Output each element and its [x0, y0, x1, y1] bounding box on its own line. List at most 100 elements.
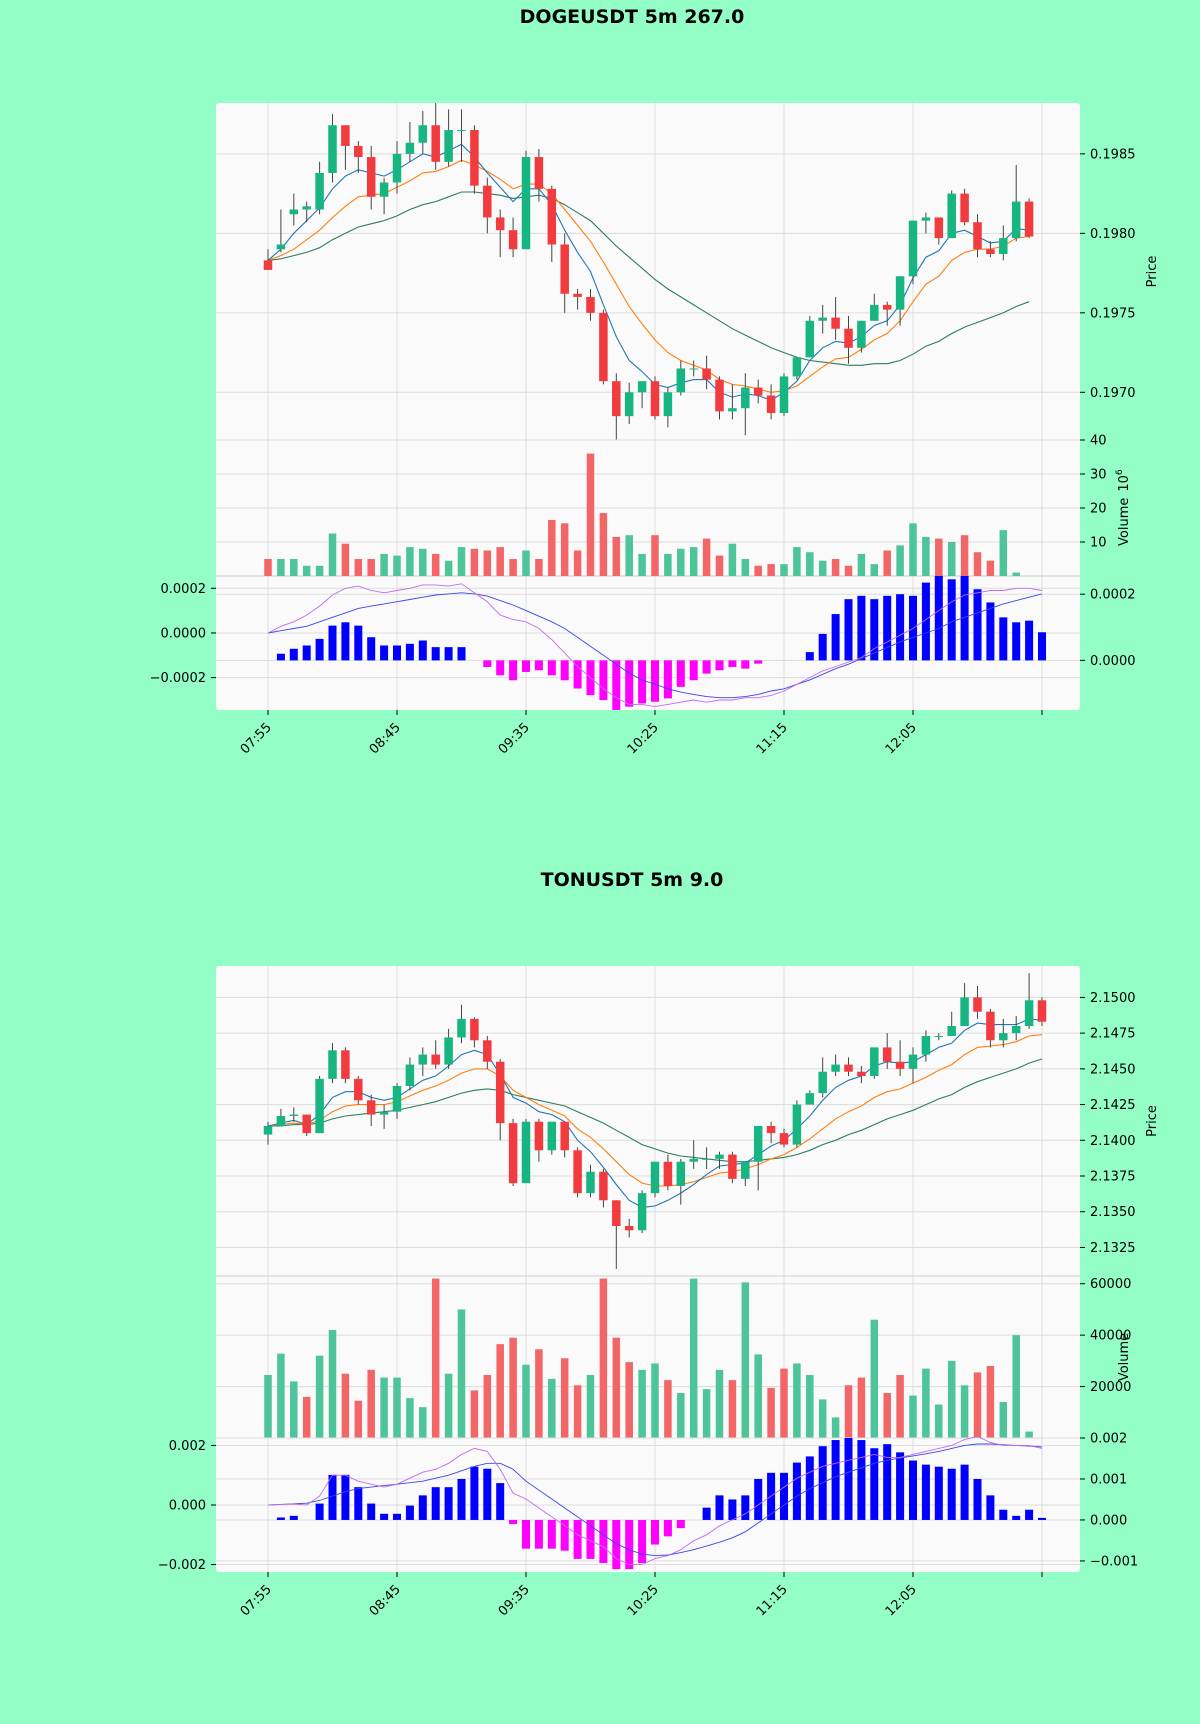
volume-tick-label: 20: [1090, 502, 1107, 517]
candle-body: [599, 1171, 608, 1201]
volume-bar: [677, 548, 685, 576]
candle-body: [689, 368, 698, 370]
candle-body: [689, 1158, 698, 1162]
macd-right-tick-label: −0.001: [1090, 1554, 1138, 1569]
candle-body: [818, 317, 827, 321]
candle-body: [921, 1036, 931, 1055]
volume-bar: [960, 535, 969, 576]
candle-body: [999, 1033, 1008, 1041]
macd-hist-bar: [418, 640, 427, 661]
candle-body: [599, 312, 608, 382]
volume-bar: [677, 1393, 685, 1438]
macd-hist-bar: [909, 1460, 917, 1520]
candle-body: [405, 142, 415, 154]
x-tick-label: 09:35: [496, 720, 533, 757]
macd-left-tick-label: 0.0002: [161, 582, 207, 597]
volume-bar: [483, 1375, 492, 1438]
volume-bar: [535, 559, 543, 576]
macd-hist-bar: [792, 1462, 801, 1520]
volume-bar: [844, 1385, 853, 1438]
volume-bar: [973, 552, 982, 576]
macd-hist-bar: [457, 647, 466, 661]
volume-bar: [754, 565, 762, 576]
price-tick-label: 2.1475: [1090, 1027, 1136, 1042]
volume-bar: [741, 1282, 750, 1438]
macd-hist-bar: [315, 638, 324, 661]
volume-bar: [793, 547, 801, 576]
candle-body: [276, 244, 286, 250]
volume-bar: [857, 553, 866, 576]
volume-bar: [393, 555, 401, 576]
candle-body: [792, 357, 802, 377]
macd-hist-bar: [715, 660, 724, 671]
macd-hist-bar: [921, 582, 930, 661]
candle-body: [547, 1121, 557, 1151]
candle-body: [276, 1116, 286, 1126]
macd-hist-bar: [612, 660, 621, 710]
volume-tick-label: 60000: [1090, 1277, 1131, 1292]
candle-body: [418, 1054, 428, 1065]
macd-hist-bar: [638, 1519, 647, 1563]
macd-hist-bar: [728, 660, 737, 667]
x-tick-label: 09:35: [496, 1582, 533, 1619]
macd-hist-bar: [431, 1487, 440, 1520]
volume-bar: [960, 1385, 969, 1438]
candle-body: [663, 392, 673, 417]
candle-body: [908, 220, 918, 277]
volume-bar: [973, 1372, 982, 1438]
candle-body: [960, 997, 969, 1026]
x-tick-label: 10:25: [625, 720, 662, 757]
macd-hist-bar: [496, 660, 505, 676]
candle-body: [831, 1064, 840, 1072]
candle-body: [753, 1126, 763, 1162]
macd-hist-bar: [547, 660, 556, 676]
macd-hist-bar: [638, 660, 647, 704]
candle-body: [302, 206, 311, 210]
volume-bar: [470, 548, 479, 576]
candle-body: [289, 209, 299, 215]
candle-body: [289, 1114, 299, 1116]
candle-body: [741, 1161, 750, 1179]
volume-bar: [444, 560, 453, 576]
macd-hist-bar: [522, 660, 530, 672]
macd-right-tick-label: 0.0002: [1090, 588, 1136, 603]
volume-bar: [328, 1330, 337, 1438]
ema-slow-line: [267, 191, 1030, 366]
macd-hist-bar: [625, 1519, 634, 1570]
volume-bar: [431, 1278, 440, 1438]
volume-bar: [302, 1396, 311, 1438]
volume-bar: [715, 1369, 724, 1438]
macd-signal-line: [267, 592, 1043, 699]
macd-hist-bar: [1012, 1515, 1021, 1520]
candle-body: [328, 1050, 337, 1079]
x-tick-label: 08:45: [367, 720, 404, 757]
volume-bar: [922, 536, 930, 576]
candle-body: [573, 1150, 582, 1194]
macd-hist-bar: [1012, 622, 1021, 661]
macd-hist-bar: [741, 660, 750, 669]
candle-body: [973, 997, 982, 1012]
macd-hist-bar: [844, 1438, 853, 1520]
macd-hist-bar: [831, 614, 840, 661]
macd-hist-bar: [1038, 1517, 1046, 1520]
volume-bar: [522, 550, 530, 576]
dogeusdt-chart: DOGEUSDT 5m 267.0 0.1970 0.1975 0.1980 0.198…: [150, 6, 1160, 757]
candle-body: [741, 387, 750, 409]
volume-bar: [728, 543, 737, 576]
macd-hist-bar: [870, 599, 879, 661]
chart-title: TONUSDT 5m 9.0: [541, 869, 724, 891]
macd-hist-bar: [883, 1444, 892, 1520]
candle-body: [805, 1093, 815, 1105]
candle-body: [560, 1121, 569, 1151]
volume-bar: [560, 1358, 569, 1438]
volume-bar: [664, 1380, 672, 1438]
macd-hist-bar: [341, 1474, 350, 1520]
volume-bar: [883, 1393, 891, 1438]
candle-body: [792, 1104, 802, 1145]
candle-body: [844, 1064, 853, 1072]
volume-bar: [290, 1381, 298, 1438]
macd-hist-bar: [367, 1503, 376, 1520]
macd-hist-bar: [934, 1466, 943, 1520]
macd-hist-bar: [380, 645, 389, 661]
volume-bar: [354, 559, 363, 576]
